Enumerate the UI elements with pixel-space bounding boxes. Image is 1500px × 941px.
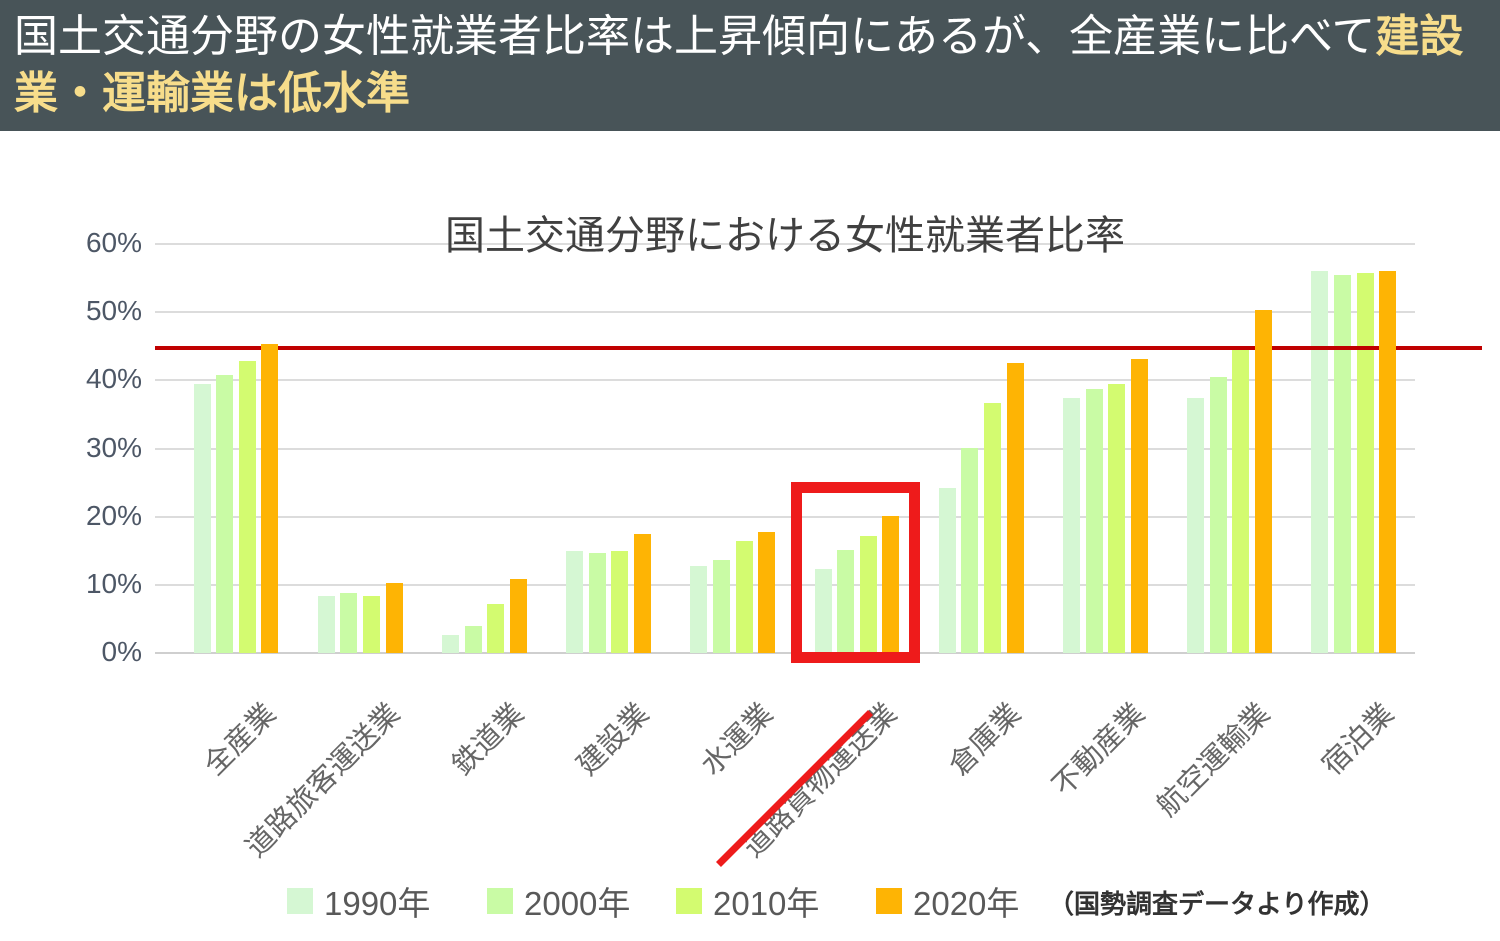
legend-swatch-2000年: [487, 888, 513, 914]
bar-道路貨物運送業-2020年: [882, 515, 900, 653]
bar-全産業-1990年: [193, 383, 211, 653]
gridline-30%: [155, 447, 1415, 450]
bar-倉庫業-2020年: [1006, 362, 1024, 653]
gridline-60%: [155, 243, 1415, 245]
bar-航空運輸業-2010年: [1232, 348, 1250, 653]
y-axis-tick-40%: 40%: [85, 363, 142, 395]
x-axis-label-水運業: 水運業: [694, 697, 780, 782]
header-text: 国土交通分野の女性就業者比率は上昇傾向にあるが、全産業に比べて: [14, 12, 1376, 61]
bar-不動産業-2010年: [1108, 384, 1126, 653]
bar-水運業-2020年: [758, 532, 776, 653]
legend-item-2000年: 2000年: [487, 877, 630, 925]
bar-宿泊業-2010年: [1356, 272, 1374, 653]
bar-不動産業-1990年: [1062, 398, 1080, 653]
bar-道路旅客運送業-2020年: [385, 583, 403, 653]
bar-道路貨物運送業-2000年: [837, 550, 855, 653]
bar-鉄道業-2000年: [464, 626, 482, 653]
bar-不動産業-2000年: [1085, 388, 1103, 653]
legend-swatch-2020年: [876, 888, 902, 914]
bar-建設業-2020年: [634, 533, 652, 653]
bar-道路貨物運送業-1990年: [814, 569, 832, 653]
header-highlight-text: 建設業・運輸業は低水準: [14, 12, 1464, 119]
legend-swatch-1990年: [287, 888, 313, 914]
x-axis-label-建設業: 建設業: [570, 697, 655, 782]
chart-title: 国土交通分野における女性就業者比率: [445, 214, 1125, 258]
bar-鉄道業-1990年: [441, 634, 459, 653]
y-axis-tick-0%: 0%: [101, 636, 142, 667]
bar-不動産業-2020年: [1130, 358, 1148, 653]
legend-label: 2000年: [524, 885, 631, 922]
bar-宿泊業-2020年: [1379, 270, 1397, 653]
gridline-20%: [155, 515, 1415, 518]
legend-item-1990年: 1990年: [287, 877, 430, 925]
bar-道路旅客運送業-2000年: [340, 593, 358, 653]
bar-建設業-2000年: [588, 553, 606, 653]
source-note: （国勢調査データより作成）: [1048, 889, 1386, 919]
bar-航空運輸業-1990年: [1187, 398, 1205, 653]
bar-航空運輸業-2000年: [1209, 376, 1227, 653]
x-axis-label-全産業: 全産業: [198, 697, 283, 782]
legend-label: 2010年: [713, 885, 820, 922]
bar-鉄道業-2020年: [509, 578, 527, 653]
x-axis-label-倉庫業: 倉庫業: [943, 697, 1028, 782]
bar-水運業-2000年: [712, 559, 730, 653]
gridline-10%: [155, 583, 1415, 586]
bar-倉庫業-1990年: [938, 488, 956, 653]
x-axis-label-宿泊業: 宿泊業: [1315, 697, 1401, 782]
legend-label: 2020年: [913, 885, 1020, 922]
bar-水運業-1990年: [690, 565, 708, 653]
bar-水運業-2010年: [735, 540, 753, 653]
slide-header: 国土交通分野の女性就業者比率は上昇傾向にあるが、全産業に比べて建設業・運輸業は低…: [0, 0, 1500, 131]
bar-道路旅客運送業-1990年: [317, 596, 335, 653]
gridline-40%: [155, 379, 1415, 382]
gridline-0%: [155, 652, 1415, 654]
legend-label: 1990年: [324, 885, 431, 922]
bar-道路貨物運送業-2010年: [859, 535, 877, 653]
bar-宿泊業-2000年: [1333, 274, 1351, 653]
legend-item-2020年: 2020年: [876, 877, 1019, 925]
x-axis-label-不動産業: 不動産業: [1047, 697, 1152, 803]
bar-道路旅客運送業-2010年: [363, 595, 381, 653]
y-axis-tick-10%: 10%: [85, 567, 142, 599]
legend-item-2010年: 2010年: [676, 877, 819, 925]
bar-建設業-2010年: [611, 551, 629, 653]
highlight-box: [790, 482, 920, 663]
y-axis-tick-50%: 50%: [85, 295, 142, 327]
bar-宿泊業-1990年: [1311, 271, 1329, 653]
legend-swatch-2010年: [676, 888, 702, 914]
gridline-50%: [155, 311, 1415, 314]
bar-倉庫業-2010年: [984, 402, 1002, 653]
x-axis-label-鉄道業: 鉄道業: [446, 697, 531, 782]
y-axis-tick-20%: 20%: [85, 499, 142, 531]
bar-全産業-2000年: [216, 374, 234, 653]
bar-倉庫業-2000年: [961, 447, 979, 653]
reference-line: [155, 345, 1482, 350]
bar-航空運輸業-2020年: [1255, 310, 1273, 653]
bar-全産業-2020年: [261, 344, 279, 653]
bar-鉄道業-2010年: [487, 603, 505, 653]
x-axis-label-航空運輸業: 航空運輸業: [1150, 697, 1276, 823]
bar-建設業-1990年: [566, 551, 584, 653]
y-axis-tick-60%: 60%: [85, 227, 142, 258]
bar-全産業-2010年: [238, 361, 256, 653]
y-axis-tick-30%: 30%: [85, 431, 142, 463]
